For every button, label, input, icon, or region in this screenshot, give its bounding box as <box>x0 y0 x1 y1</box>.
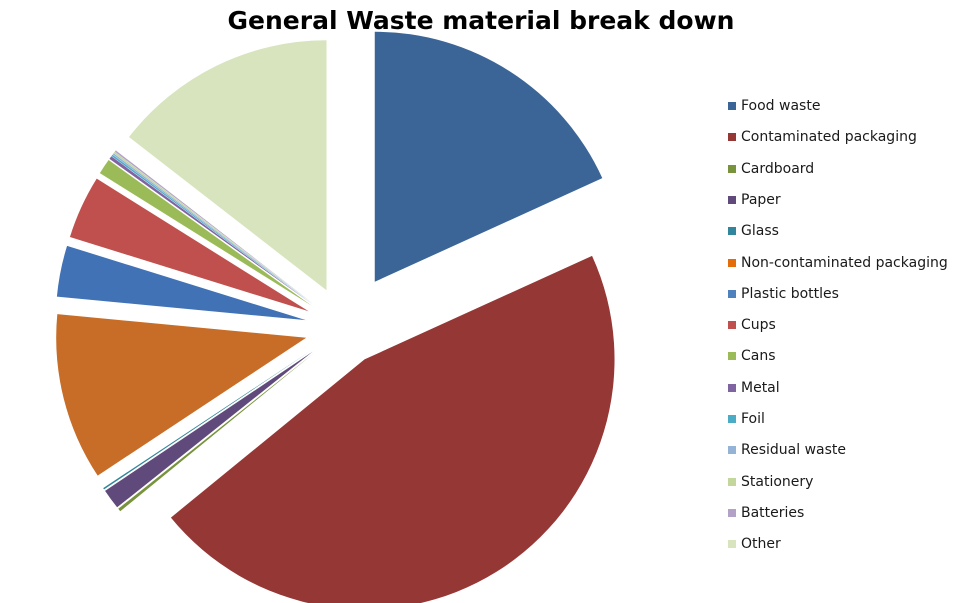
pie-slice-metal <box>109 156 313 305</box>
legend-item: Other <box>728 534 781 554</box>
legend-label: Residual waste <box>741 442 846 459</box>
pie-slice-plastic-bottles <box>56 245 306 321</box>
legend-label: Contaminated packaging <box>741 129 917 146</box>
pie-slice-residual-waste <box>112 153 314 304</box>
legend-label: Food waste <box>741 98 821 114</box>
legend-swatch <box>728 102 736 110</box>
pie-slice-non-contaminated-packaging <box>56 314 307 476</box>
legend-swatch <box>728 227 736 236</box>
legend-item: Paper <box>728 190 781 210</box>
legend-label: Other <box>741 536 781 553</box>
pie-slice-cups <box>69 178 309 312</box>
pie-slice-cans <box>99 160 312 306</box>
legend-item: Cups <box>728 315 776 335</box>
legend-label: Non-contaminated packaging <box>741 254 948 271</box>
legend-label: Glass <box>741 223 779 240</box>
legend-swatch <box>728 352 736 361</box>
legend-item: Residual waste <box>728 440 846 460</box>
pie-slice-cardboard <box>118 353 314 512</box>
legend-label: Cardboard <box>741 160 815 177</box>
legend-swatch <box>728 258 736 267</box>
pie-slice-glass <box>103 350 312 490</box>
pie-slice-stationery <box>113 151 314 304</box>
pie-slice-batteries <box>114 150 314 304</box>
legend-item: Foil <box>728 409 765 429</box>
legend-item: Stationery <box>728 472 813 492</box>
pie-slice-food-waste <box>374 31 603 282</box>
legend-item: Batteries <box>728 503 804 523</box>
legend-swatch <box>728 289 736 298</box>
legend-swatch <box>728 415 736 423</box>
pie-slice-foil <box>111 154 313 305</box>
chart-title: General Waste material break down <box>227 6 735 35</box>
legend-label: Metal <box>741 379 780 396</box>
legend-swatch <box>728 164 736 173</box>
legend-swatch <box>728 446 736 455</box>
legend-label: Stationery <box>741 473 814 490</box>
legend-item: Cardboard <box>728 159 814 179</box>
legend-label: Cans <box>741 348 776 365</box>
legend-swatch <box>728 321 736 330</box>
legend-label: Cups <box>741 317 776 334</box>
legend-item: Plastic bottles <box>728 284 839 304</box>
legend-swatch <box>728 383 736 392</box>
legend-swatch <box>728 540 736 549</box>
legend-item: Metal <box>728 378 780 398</box>
pie-slice-other <box>128 40 327 291</box>
pie-slice-contaminated-packaging <box>170 255 615 603</box>
legend-swatch <box>728 477 736 486</box>
pie-slice-paper <box>105 351 313 508</box>
legend-label: Batteries <box>741 504 805 521</box>
legend-swatch <box>728 508 736 517</box>
legend-item: Food waste <box>728 96 820 116</box>
legend-item: Non-contaminated packaging <box>728 253 948 273</box>
legend-label: Plastic bottles <box>741 285 839 302</box>
legend-item: Glass <box>728 221 779 241</box>
legend-label: Paper <box>741 191 781 208</box>
legend-item: Contaminated packaging <box>728 127 917 147</box>
legend-item: Cans <box>728 346 776 366</box>
legend-swatch <box>728 195 736 204</box>
legend-swatch <box>728 133 736 142</box>
legend-label: Foil <box>741 411 765 427</box>
